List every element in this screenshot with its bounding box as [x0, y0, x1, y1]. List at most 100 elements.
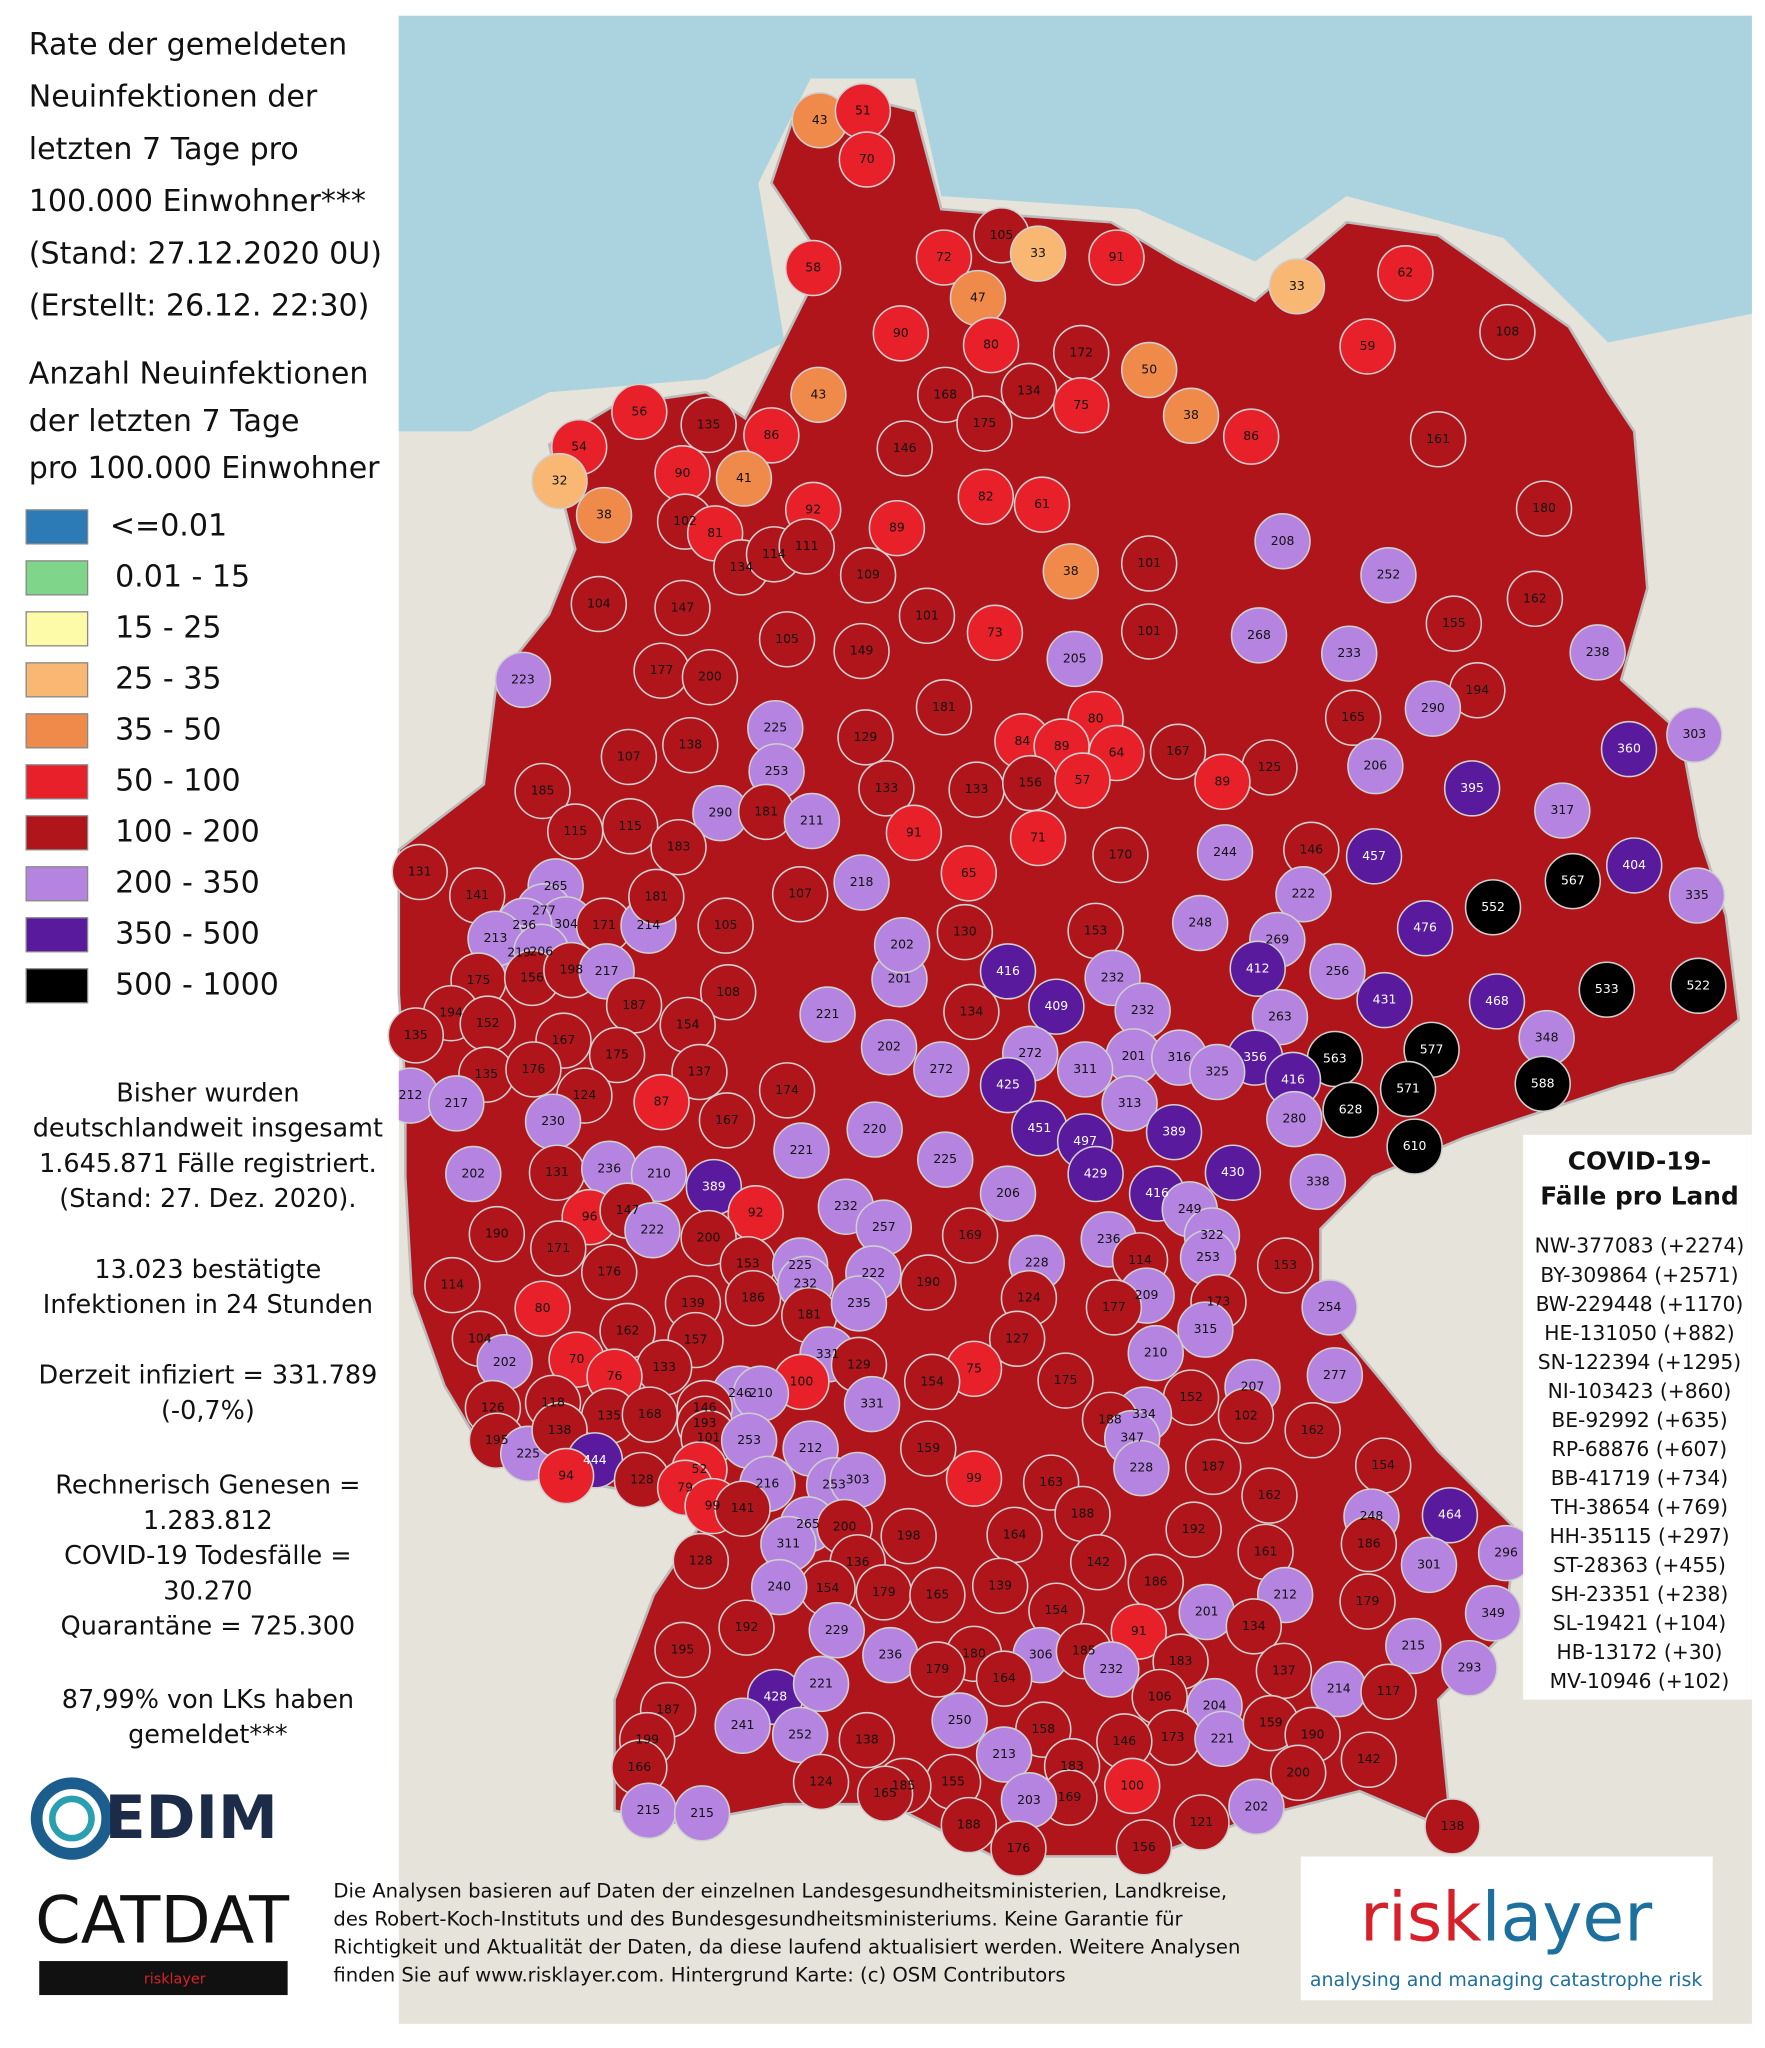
district: [808, 1602, 865, 1659]
district: [1000, 362, 1058, 420]
district-label: 228: [1130, 1460, 1154, 1475]
district-label: 238: [1586, 644, 1610, 659]
district-label: 105: [714, 917, 738, 932]
district: [537, 1447, 595, 1505]
district-label: 206: [529, 943, 553, 958]
district-label: 183: [1060, 1758, 1084, 1773]
district-label: 138: [548, 1422, 572, 1437]
district-label: 205: [1063, 650, 1087, 665]
district-label: 236: [1097, 1231, 1121, 1246]
district-label: 99: [705, 1498, 721, 1513]
district: [876, 420, 933, 477]
district-label: 241: [731, 1717, 755, 1732]
district-label: 311: [1073, 1061, 1097, 1076]
district: [424, 1256, 481, 1314]
legend-label: <=0.01: [110, 508, 227, 543]
summary-line: (Stand: 27. Dez. 2020).: [59, 1184, 356, 1214]
legend-label: 350 - 500: [115, 916, 260, 951]
district: [1177, 1301, 1234, 1358]
district-label: 200: [833, 1519, 857, 1534]
district-label: 108: [1496, 324, 1520, 339]
district: [1324, 689, 1382, 746]
district: [957, 468, 1015, 526]
title-line: letzten 7 Tage pro: [29, 132, 299, 167]
district: [630, 1145, 688, 1203]
district-label: 168: [638, 1406, 662, 1421]
district-label: 81: [707, 525, 723, 540]
district: [1046, 630, 1103, 688]
district-label: 47: [970, 290, 986, 305]
district-label: 497: [1073, 1133, 1097, 1148]
legend-label: 500 - 1000: [115, 967, 279, 1002]
district: [680, 1209, 737, 1267]
catdat-logo: CATDAT risklayer: [32, 1880, 292, 1998]
district-label: 201: [888, 971, 912, 986]
district: [1171, 894, 1229, 952]
district: [1270, 1744, 1327, 1802]
district-label: 313: [1118, 1095, 1142, 1110]
state-line: HB-13172 (+30): [1557, 1640, 1723, 1664]
district: [611, 383, 668, 441]
district-label: 217: [444, 1095, 468, 1110]
district-label: 331: [860, 1396, 884, 1411]
district: [743, 407, 800, 464]
district-label: 221: [809, 1675, 833, 1690]
district: [830, 1275, 888, 1332]
sea: [398, 15, 1752, 432]
risklayer-logo: risklayer analysing and managing catastr…: [1300, 1856, 1713, 2001]
district-label: 52: [692, 1461, 708, 1476]
district-label: 137: [1272, 1662, 1296, 1677]
district-label: 38: [596, 507, 612, 522]
district-label: 169: [958, 1227, 982, 1242]
district-label: 293: [1458, 1660, 1482, 1675]
district: [1113, 1439, 1170, 1497]
district-label: 124: [573, 1087, 597, 1102]
district-label: 162: [1301, 1422, 1325, 1437]
district: [909, 1566, 966, 1624]
district: [1578, 961, 1636, 1018]
district-label: 317: [1550, 802, 1574, 817]
district-label: 468: [1485, 993, 1509, 1008]
district-label: 360: [1617, 741, 1641, 756]
district: [1464, 879, 1522, 936]
district: [1425, 595, 1483, 652]
district-label: 171: [592, 917, 616, 932]
district-label: 101: [915, 607, 939, 622]
district: [1443, 760, 1501, 817]
legend-swatch: [25, 560, 89, 596]
district-label: 198: [897, 1528, 921, 1543]
district: [1225, 1598, 1283, 1655]
district: [1230, 607, 1288, 664]
district-label: 80: [1088, 711, 1104, 726]
district: [1400, 1536, 1458, 1594]
district-label: 91: [906, 824, 922, 839]
district-label: 428: [763, 1688, 787, 1703]
district-label: 207: [1241, 1379, 1265, 1394]
district-label: 186: [1357, 1536, 1381, 1551]
summary-line: 13.023 bestätigte: [94, 1255, 321, 1285]
district: [799, 986, 856, 1043]
district-label: 188: [1071, 1505, 1095, 1520]
title-line: Rate der gemeldeten: [29, 27, 347, 62]
district: [979, 1056, 1037, 1114]
district-label: 389: [702, 1179, 726, 1194]
footer-line: finden Sie auf www.risklayer.com. Hinter…: [333, 1964, 1065, 1987]
district-label: 70: [569, 1351, 585, 1366]
district: [1421, 1487, 1479, 1544]
district: [1345, 828, 1403, 885]
district: [1606, 837, 1663, 894]
district-label: 194: [1466, 682, 1490, 697]
district-label: 92: [805, 501, 821, 516]
district-label: 181: [797, 1307, 821, 1322]
district: [1266, 1090, 1323, 1148]
district-label: 102: [673, 513, 697, 528]
district-label: 135: [697, 416, 721, 431]
district-label: 111: [795, 538, 819, 553]
district-label: 89: [1054, 738, 1070, 753]
district-label: 206: [1364, 758, 1388, 773]
district: [445, 1145, 502, 1203]
district: [633, 1073, 690, 1131]
district-label: 303: [1683, 726, 1707, 741]
district-label: 130: [953, 924, 977, 939]
